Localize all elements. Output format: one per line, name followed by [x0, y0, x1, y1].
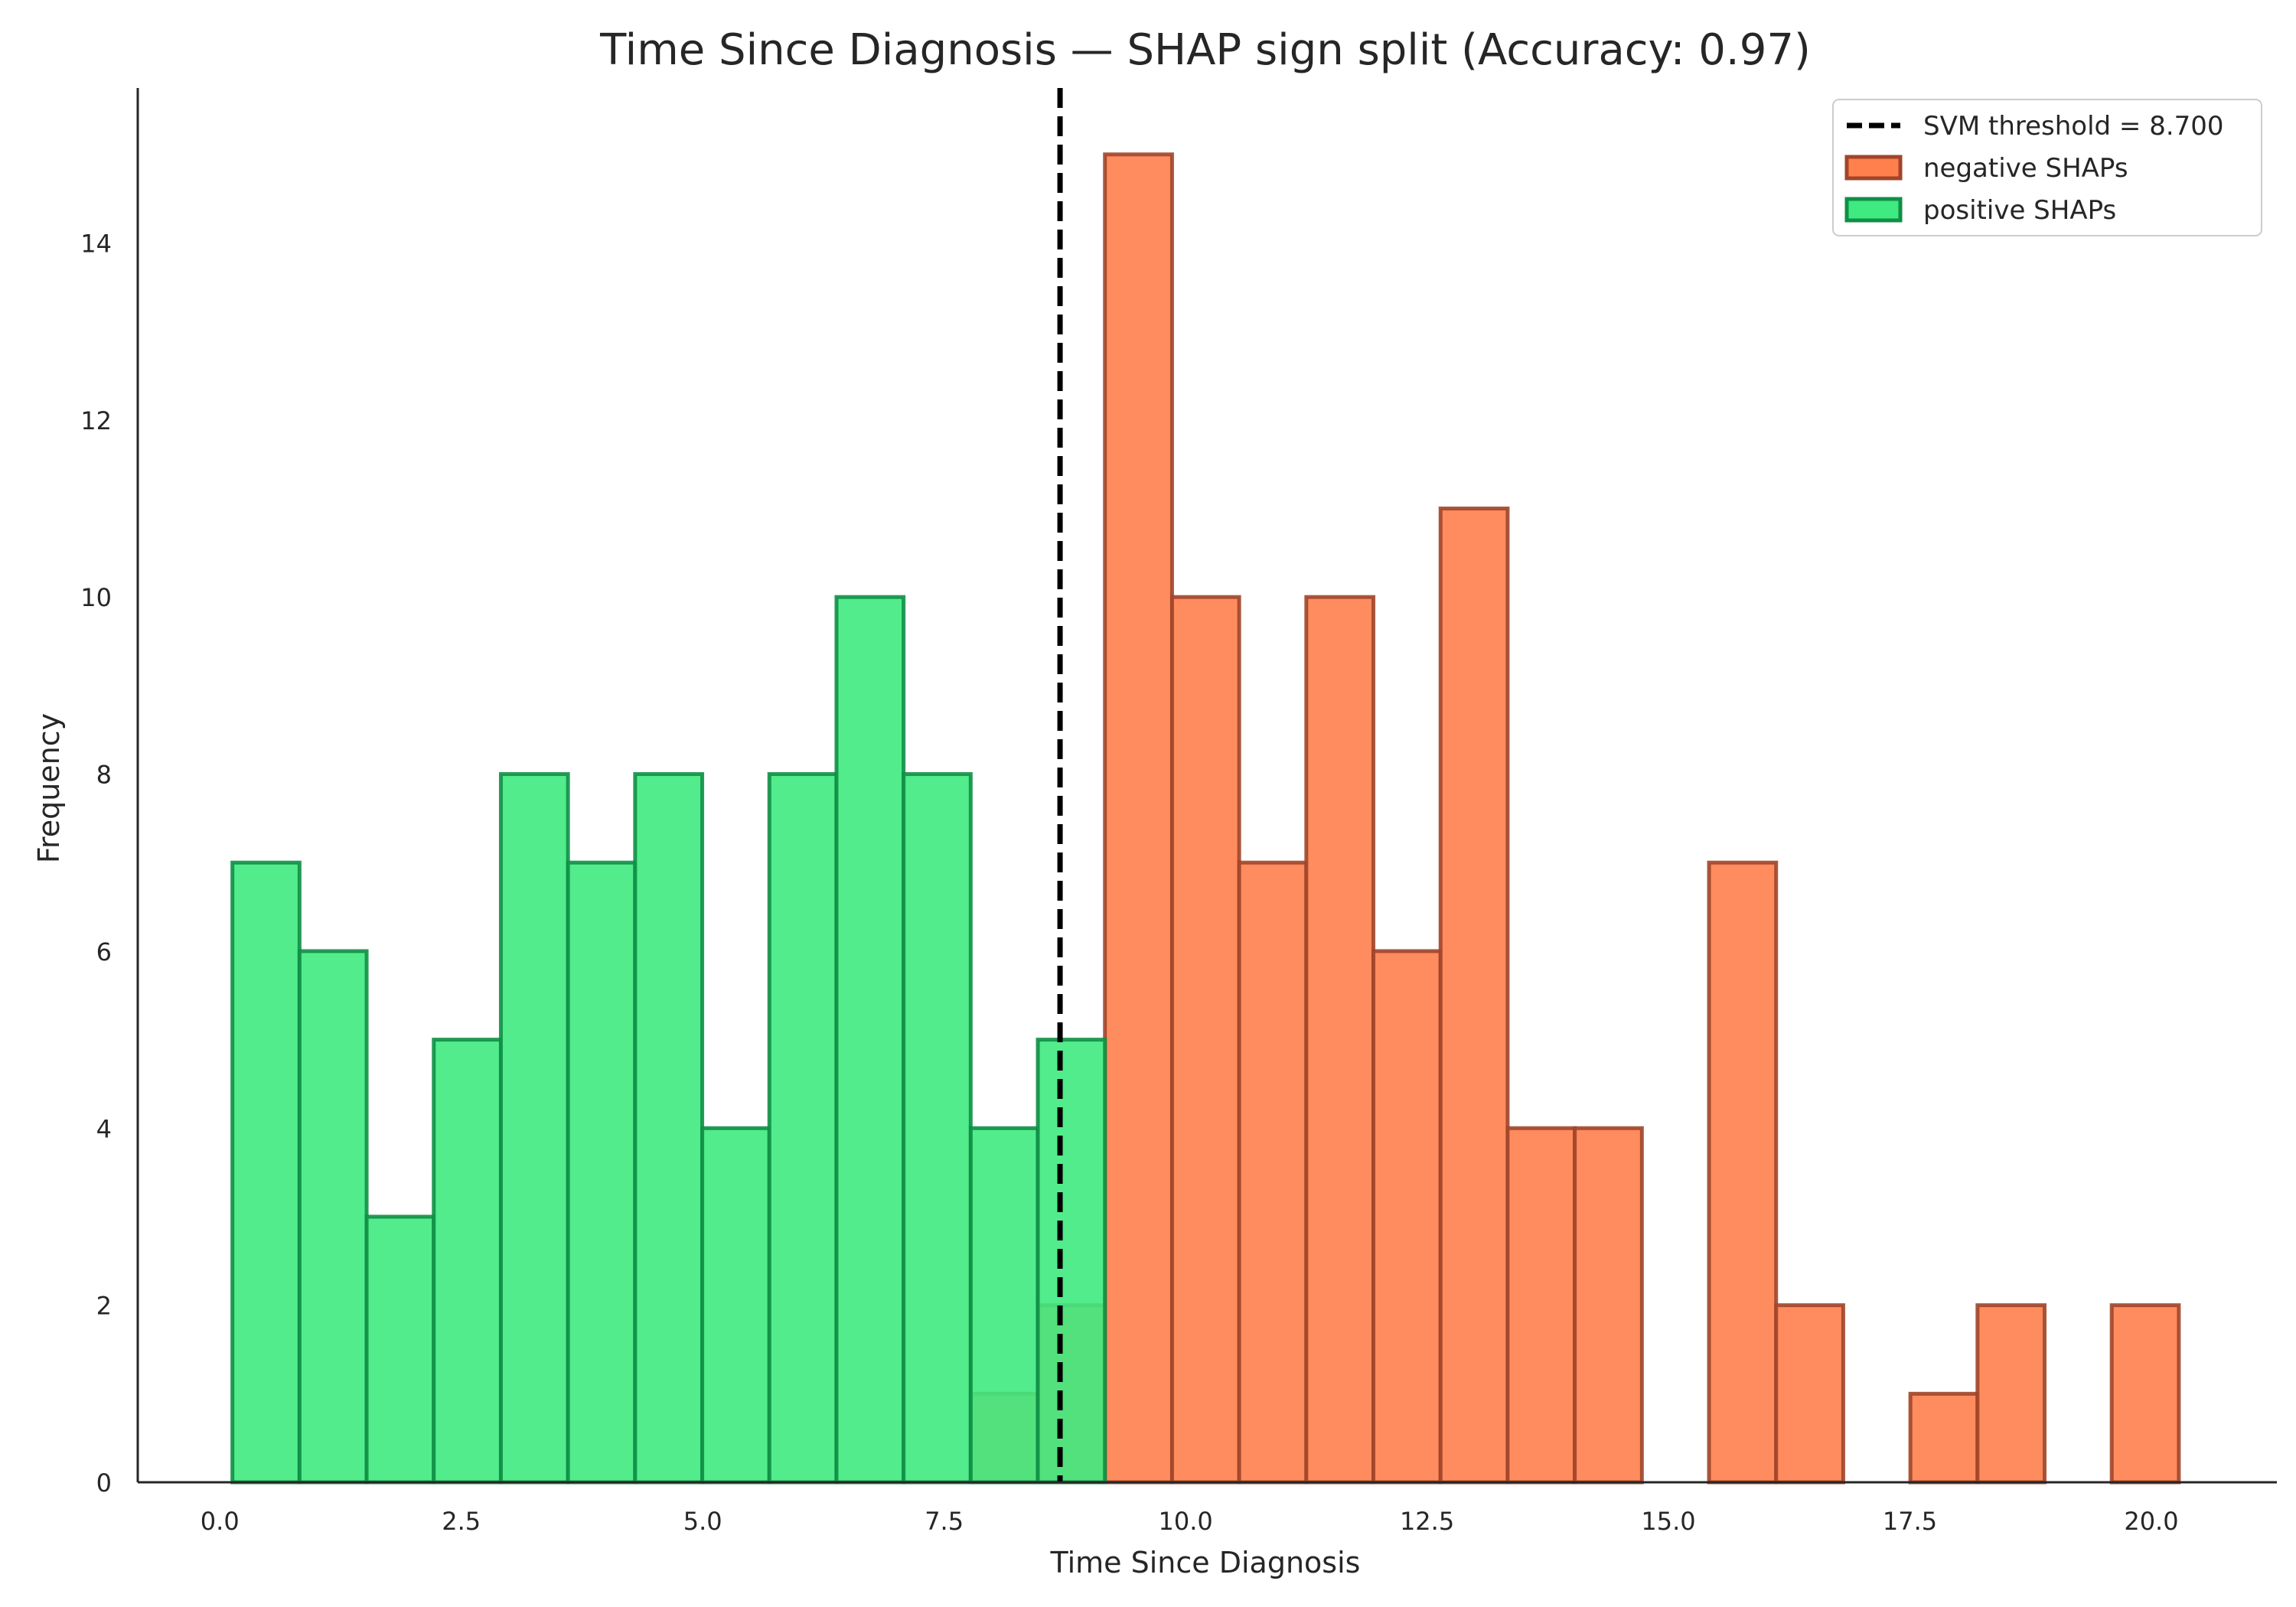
histogram-bar	[1505, 1126, 1577, 1485]
legend-frame	[1832, 99, 2262, 236]
histogram-bar	[364, 1214, 436, 1485]
y-tick-label: 8	[96, 761, 112, 790]
histogram-bar	[432, 1038, 503, 1485]
bars-layer	[230, 152, 2181, 1485]
histogram-bar	[498, 772, 570, 1485]
x-tick-label: 2.5	[442, 1507, 481, 1536]
legend-swatch	[1844, 155, 1903, 181]
y-tick-label: 14	[80, 229, 112, 258]
histogram-bar	[1908, 1391, 1980, 1485]
y-tick-label: 6	[96, 937, 112, 966]
y-tick-label: 10	[80, 583, 112, 612]
x-tick-label: 15.0	[1641, 1507, 1695, 1536]
histogram-bar	[968, 1126, 1040, 1485]
histogram-bar	[1774, 1303, 1845, 1485]
axes-layer: 0.0 2.5 5.0 7.5 10.0 12.5 15.0 17.5 20.0 0 2 4 6 8 10 1…	[80, 88, 2277, 1536]
histogram-bar	[1237, 860, 1309, 1485]
x-tick-label: 0.0	[201, 1507, 240, 1536]
x-axis-label: Time Since Diagnosis	[1050, 1546, 1361, 1579]
histogram-bar	[1371, 949, 1443, 1485]
histogram-bar	[1035, 1038, 1107, 1485]
histogram-bar	[230, 860, 302, 1485]
y-tick-label: 2	[96, 1292, 112, 1321]
x-tick-label: 10.0	[1158, 1507, 1212, 1536]
series-negative-shaps	[968, 152, 2181, 1485]
legend-series-label: negative SHAPs	[1923, 153, 2128, 184]
legend: SVM threshold = 8.700 negative SHAPs posit…	[1832, 99, 2262, 236]
y-tick-label: 0	[96, 1468, 112, 1498]
histogram-bar	[566, 860, 638, 1485]
histogram-bar	[1169, 595, 1241, 1485]
legend-series-label: positive SHAPs	[1923, 195, 2116, 226]
y-axis-label: Frequency	[32, 713, 66, 863]
histogram-bar	[1438, 506, 1510, 1485]
legend-swatch	[1844, 197, 1903, 223]
x-tick-label: 5.0	[683, 1507, 722, 1536]
chart-title: Time Since Diagnosis — SHAP sign split (…	[599, 25, 1811, 75]
x-tick-label: 17.5	[1883, 1507, 1937, 1536]
legend-threshold-label: SVM threshold = 8.700	[1923, 111, 2224, 142]
histogram-bar	[1975, 1303, 2047, 1485]
histogram-bar	[297, 949, 369, 1485]
histogram-bar	[767, 772, 839, 1485]
x-tick-label: 12.5	[1400, 1507, 1454, 1536]
y-tick-label: 4	[96, 1114, 112, 1143]
x-tick-label: 7.5	[925, 1507, 964, 1536]
x-tick-label: 20.0	[2124, 1507, 2178, 1536]
y-tick-label: 12	[80, 406, 112, 435]
histogram-bar	[834, 595, 906, 1485]
histogram-bar	[902, 772, 973, 1485]
histogram-bar	[700, 1126, 771, 1485]
histogram-bar	[2109, 1303, 2181, 1485]
series-positive-shaps	[230, 595, 1107, 1485]
histogram-bar	[1707, 860, 1779, 1485]
histogram-bar	[1573, 1126, 1644, 1485]
histogram-bar	[633, 772, 705, 1485]
histogram-bar	[1304, 595, 1376, 1485]
histogram-bar	[1103, 152, 1174, 1485]
